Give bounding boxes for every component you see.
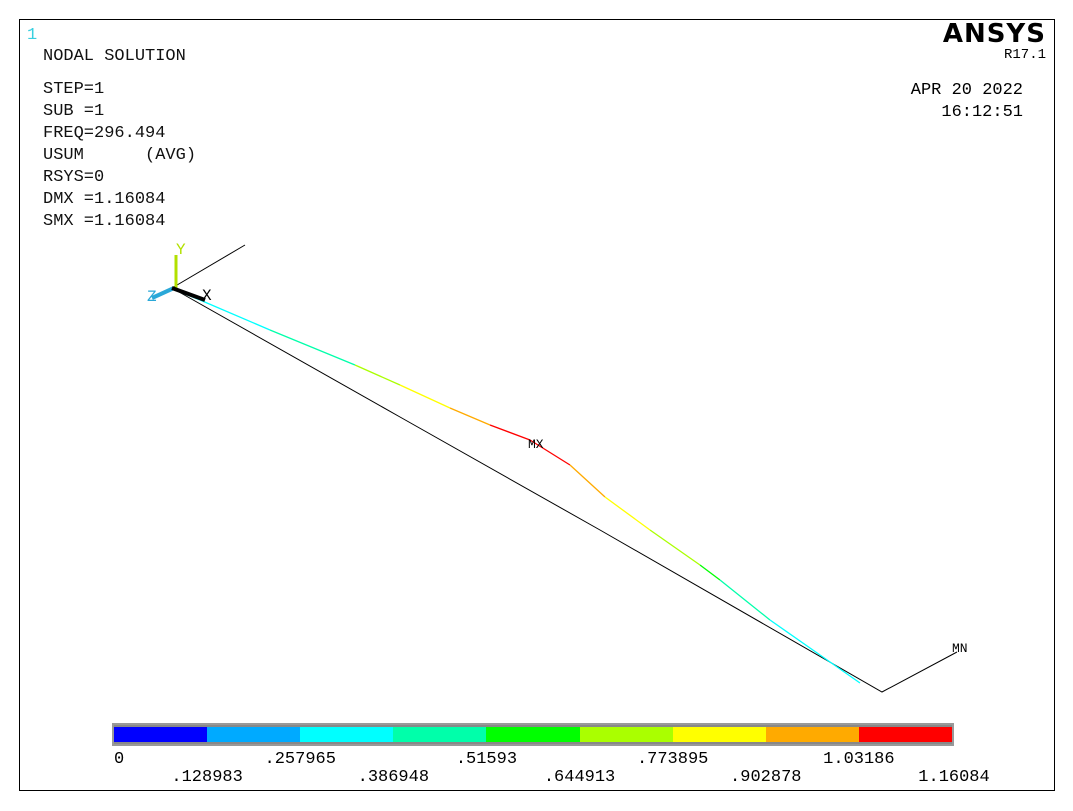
- info-line: RSYS=0: [43, 168, 105, 187]
- legend-label: 0: [114, 750, 125, 769]
- z-axis-label: Z: [147, 288, 157, 306]
- info-line: USUM (AVG): [43, 146, 197, 165]
- deformed-segment: [604, 496, 651, 531]
- window-number: 1: [27, 26, 38, 45]
- deformed-segment: [569, 464, 606, 498]
- legend-swatch: [207, 727, 301, 742]
- deformed-segment: [769, 619, 821, 656]
- graphics-window: [19, 19, 1055, 791]
- deformed-shape: [179, 291, 861, 684]
- version-label: R17.1: [1003, 47, 1046, 63]
- info-line: SMX =1.16084: [43, 212, 166, 231]
- legend-swatch: [486, 727, 580, 742]
- contour-legend: [112, 723, 954, 746]
- min-marker: MN: [952, 641, 968, 656]
- deformed-segment: [449, 407, 491, 426]
- deformed-segment: [269, 329, 356, 366]
- legend-swatch: [393, 727, 487, 742]
- deformed-segment: [719, 579, 771, 621]
- legend-label: .902878: [730, 768, 802, 787]
- time: 16:12:51: [941, 103, 1023, 122]
- legend-swatch: [114, 727, 208, 742]
- legend-label: .128983: [171, 768, 243, 787]
- legend-label: .386948: [357, 768, 430, 787]
- deformed-segment: [649, 529, 701, 566]
- legend-label: .773895: [636, 750, 709, 769]
- deformed-segment: [529, 439, 571, 466]
- legend-swatch: [858, 727, 952, 742]
- undeformed-edge: [171, 244, 246, 289]
- deformed-segment: [699, 564, 721, 581]
- undeformed-shape: [171, 287, 958, 693]
- date: APR 20 2022: [910, 81, 1023, 100]
- plot-title: NODAL SOLUTION: [43, 47, 186, 66]
- timestamp: APR 20 2022 16:12:51: [911, 80, 1023, 124]
- info-line: SUB =1: [43, 102, 105, 121]
- legend-swatch: [672, 727, 766, 742]
- legend-swatch: [579, 727, 673, 742]
- max-marker: MX: [528, 437, 544, 452]
- x-axis-label: X: [202, 287, 212, 305]
- ansys-logo: ANSYS: [942, 19, 1046, 49]
- info-line: FREQ=296.494: [43, 124, 166, 143]
- x-axis-icon: [171, 286, 206, 302]
- deformed-segment: [399, 384, 451, 409]
- deformed-segment: [354, 364, 401, 386]
- deformed-segment: [819, 654, 861, 684]
- deformed-segment: [199, 299, 271, 331]
- info-line: STEP=1: [43, 80, 105, 99]
- legend-label: .51593: [455, 750, 518, 769]
- info-line: DMX =1.16084: [43, 190, 166, 209]
- legend-swatch: [765, 727, 859, 742]
- legend-swatch: [300, 727, 394, 742]
- y-axis-label: Y: [176, 241, 186, 259]
- legend-label: .644913: [543, 768, 616, 787]
- deformed-segment: [489, 424, 531, 441]
- legend-label: 1.03186: [823, 750, 895, 769]
- legend-label: 1.16084: [918, 768, 990, 787]
- z-axis-icon: [151, 286, 175, 300]
- legend-label: .257965: [264, 750, 336, 769]
